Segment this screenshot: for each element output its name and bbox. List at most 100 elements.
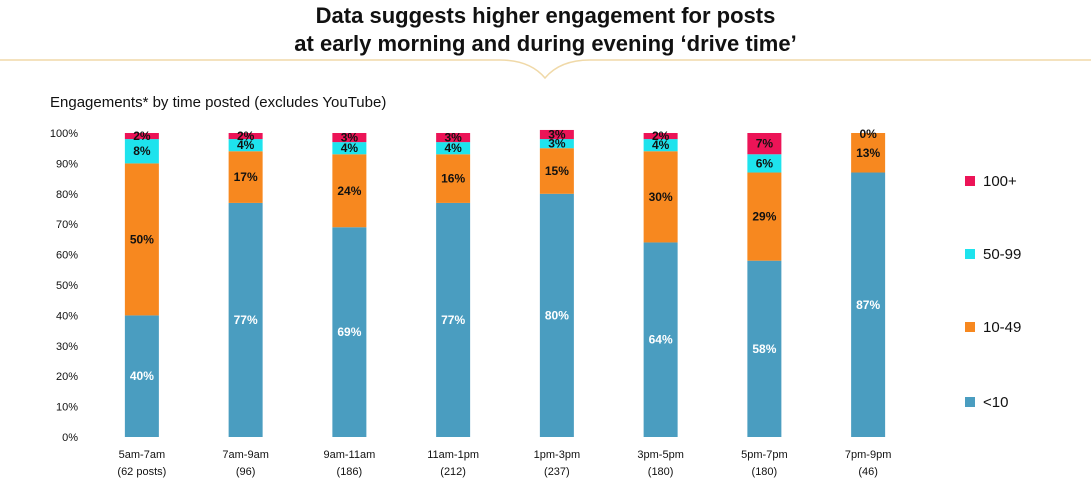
- legend-item: <10: [965, 392, 1008, 412]
- bar-segment: [332, 154, 367, 228]
- data-label: 0%: [859, 127, 877, 141]
- x-tick-sublabel: (180): [648, 466, 674, 478]
- data-label: 69%: [337, 325, 361, 339]
- data-label: 2%: [652, 129, 670, 143]
- bar-segment: [332, 133, 367, 143]
- data-label: 40%: [130, 369, 154, 383]
- data-label: 50%: [130, 232, 154, 246]
- bar-segment: [747, 154, 782, 173]
- data-label: 3%: [444, 131, 462, 145]
- legend-swatch: [965, 249, 975, 259]
- x-tick-label: 5am-7am: [119, 449, 165, 461]
- data-label: 17%: [234, 170, 258, 184]
- data-label: 29%: [752, 210, 776, 224]
- chart-subtitle: Engagements* by time posted (excludes Yo…: [50, 94, 387, 111]
- legend-label: 100+: [983, 172, 1017, 190]
- legend-label: <10: [983, 393, 1009, 411]
- y-tick-label: 80%: [56, 189, 78, 201]
- title-line-2: at early morning and during evening ‘dri…: [294, 31, 797, 56]
- y-tick-label: 50%: [56, 280, 78, 292]
- legend-item: 100+: [965, 171, 1017, 191]
- data-label: 13%: [856, 146, 880, 160]
- legend-item: 50-99: [965, 244, 1021, 264]
- x-tick-sublabel: (62 posts): [117, 466, 166, 478]
- y-tick-label: 30%: [56, 341, 78, 353]
- y-tick-label: 60%: [56, 250, 78, 262]
- legend-swatch: [965, 176, 975, 186]
- bar-segment: [124, 315, 159, 437]
- data-label: 3%: [341, 131, 359, 145]
- data-label: 6%: [756, 156, 774, 170]
- data-label: 87%: [856, 298, 880, 312]
- data-label: 2%: [237, 129, 255, 143]
- bar-segment: [539, 129, 574, 140]
- bar-segment: [228, 151, 263, 203]
- bar-segment: [436, 133, 471, 143]
- data-label: 3%: [548, 137, 566, 151]
- title-divider: [0, 59, 1091, 80]
- data-label: 7%: [756, 137, 774, 151]
- data-label: 4%: [652, 138, 670, 152]
- y-tick-label: 20%: [56, 371, 78, 383]
- legend-label: 10-49: [983, 318, 1022, 336]
- bar-segment: [124, 163, 159, 316]
- y-tick-label: 0%: [62, 432, 78, 444]
- x-tick-label: 9am-11am: [323, 449, 375, 461]
- data-label: 8%: [133, 144, 151, 158]
- y-tick-label: 70%: [56, 219, 78, 231]
- data-label: 77%: [441, 313, 465, 327]
- x-tick-sublabel: (212): [440, 466, 466, 478]
- x-tick-label: 7am-9am: [222, 449, 268, 461]
- bar-segment: [747, 172, 782, 261]
- y-tick-label: 40%: [56, 310, 78, 322]
- data-label: 4%: [237, 138, 255, 152]
- legend-label: 50-99: [983, 245, 1022, 263]
- bar-segment: [436, 142, 471, 155]
- bar-segment: [747, 260, 782, 437]
- bar-segment: [643, 133, 678, 140]
- bar-segment: [436, 202, 471, 437]
- data-label: 58%: [752, 342, 776, 356]
- bar-segment: [747, 133, 782, 155]
- data-label: 3%: [548, 128, 566, 142]
- bar-segment: [539, 139, 574, 149]
- data-label: 15%: [545, 164, 569, 178]
- bar-segment: [332, 142, 367, 155]
- data-label: 80%: [545, 308, 569, 322]
- title-line-1: Data suggests higher engagement for post…: [315, 3, 776, 28]
- bar-segment: [436, 154, 471, 203]
- x-tick-sublabel: (186): [337, 466, 363, 478]
- bar-segment: [851, 133, 886, 173]
- x-tick-label: 5pm-7pm: [741, 449, 787, 461]
- bar-segment: [539, 148, 574, 194]
- legend-item: 10-49: [965, 317, 1021, 337]
- data-label: 4%: [341, 141, 359, 155]
- x-tick-sublabel: (96): [236, 466, 256, 478]
- data-label: 64%: [649, 333, 673, 347]
- data-label: 30%: [649, 190, 673, 204]
- legend-swatch: [965, 397, 975, 407]
- data-label: 16%: [441, 172, 465, 186]
- bar-segment: [332, 227, 367, 437]
- data-label: 2%: [133, 129, 151, 143]
- bar-segment: [124, 139, 159, 164]
- x-tick-label: 3pm-5pm: [637, 449, 683, 461]
- y-tick-label: 90%: [56, 158, 78, 170]
- x-tick-label: 7pm-9pm: [845, 449, 891, 461]
- x-tick-sublabel: (46): [858, 466, 878, 478]
- bar-segment: [124, 133, 159, 140]
- bar-segment: [851, 172, 886, 437]
- x-tick-label: 11am-1pm: [427, 449, 479, 461]
- bar-segment: [539, 193, 574, 437]
- bar-segment: [228, 139, 263, 152]
- bar-segment: [228, 133, 263, 140]
- bar-segment: [643, 151, 678, 243]
- y-tick-label: 100%: [50, 128, 78, 140]
- data-label: 24%: [337, 184, 361, 198]
- x-tick-sublabel: (237): [544, 466, 570, 478]
- data-label: 77%: [234, 313, 258, 327]
- chart-title: Data suggests higher engagement for post…: [0, 2, 1091, 58]
- bar-segment: [228, 202, 263, 437]
- bar-segment: [643, 242, 678, 437]
